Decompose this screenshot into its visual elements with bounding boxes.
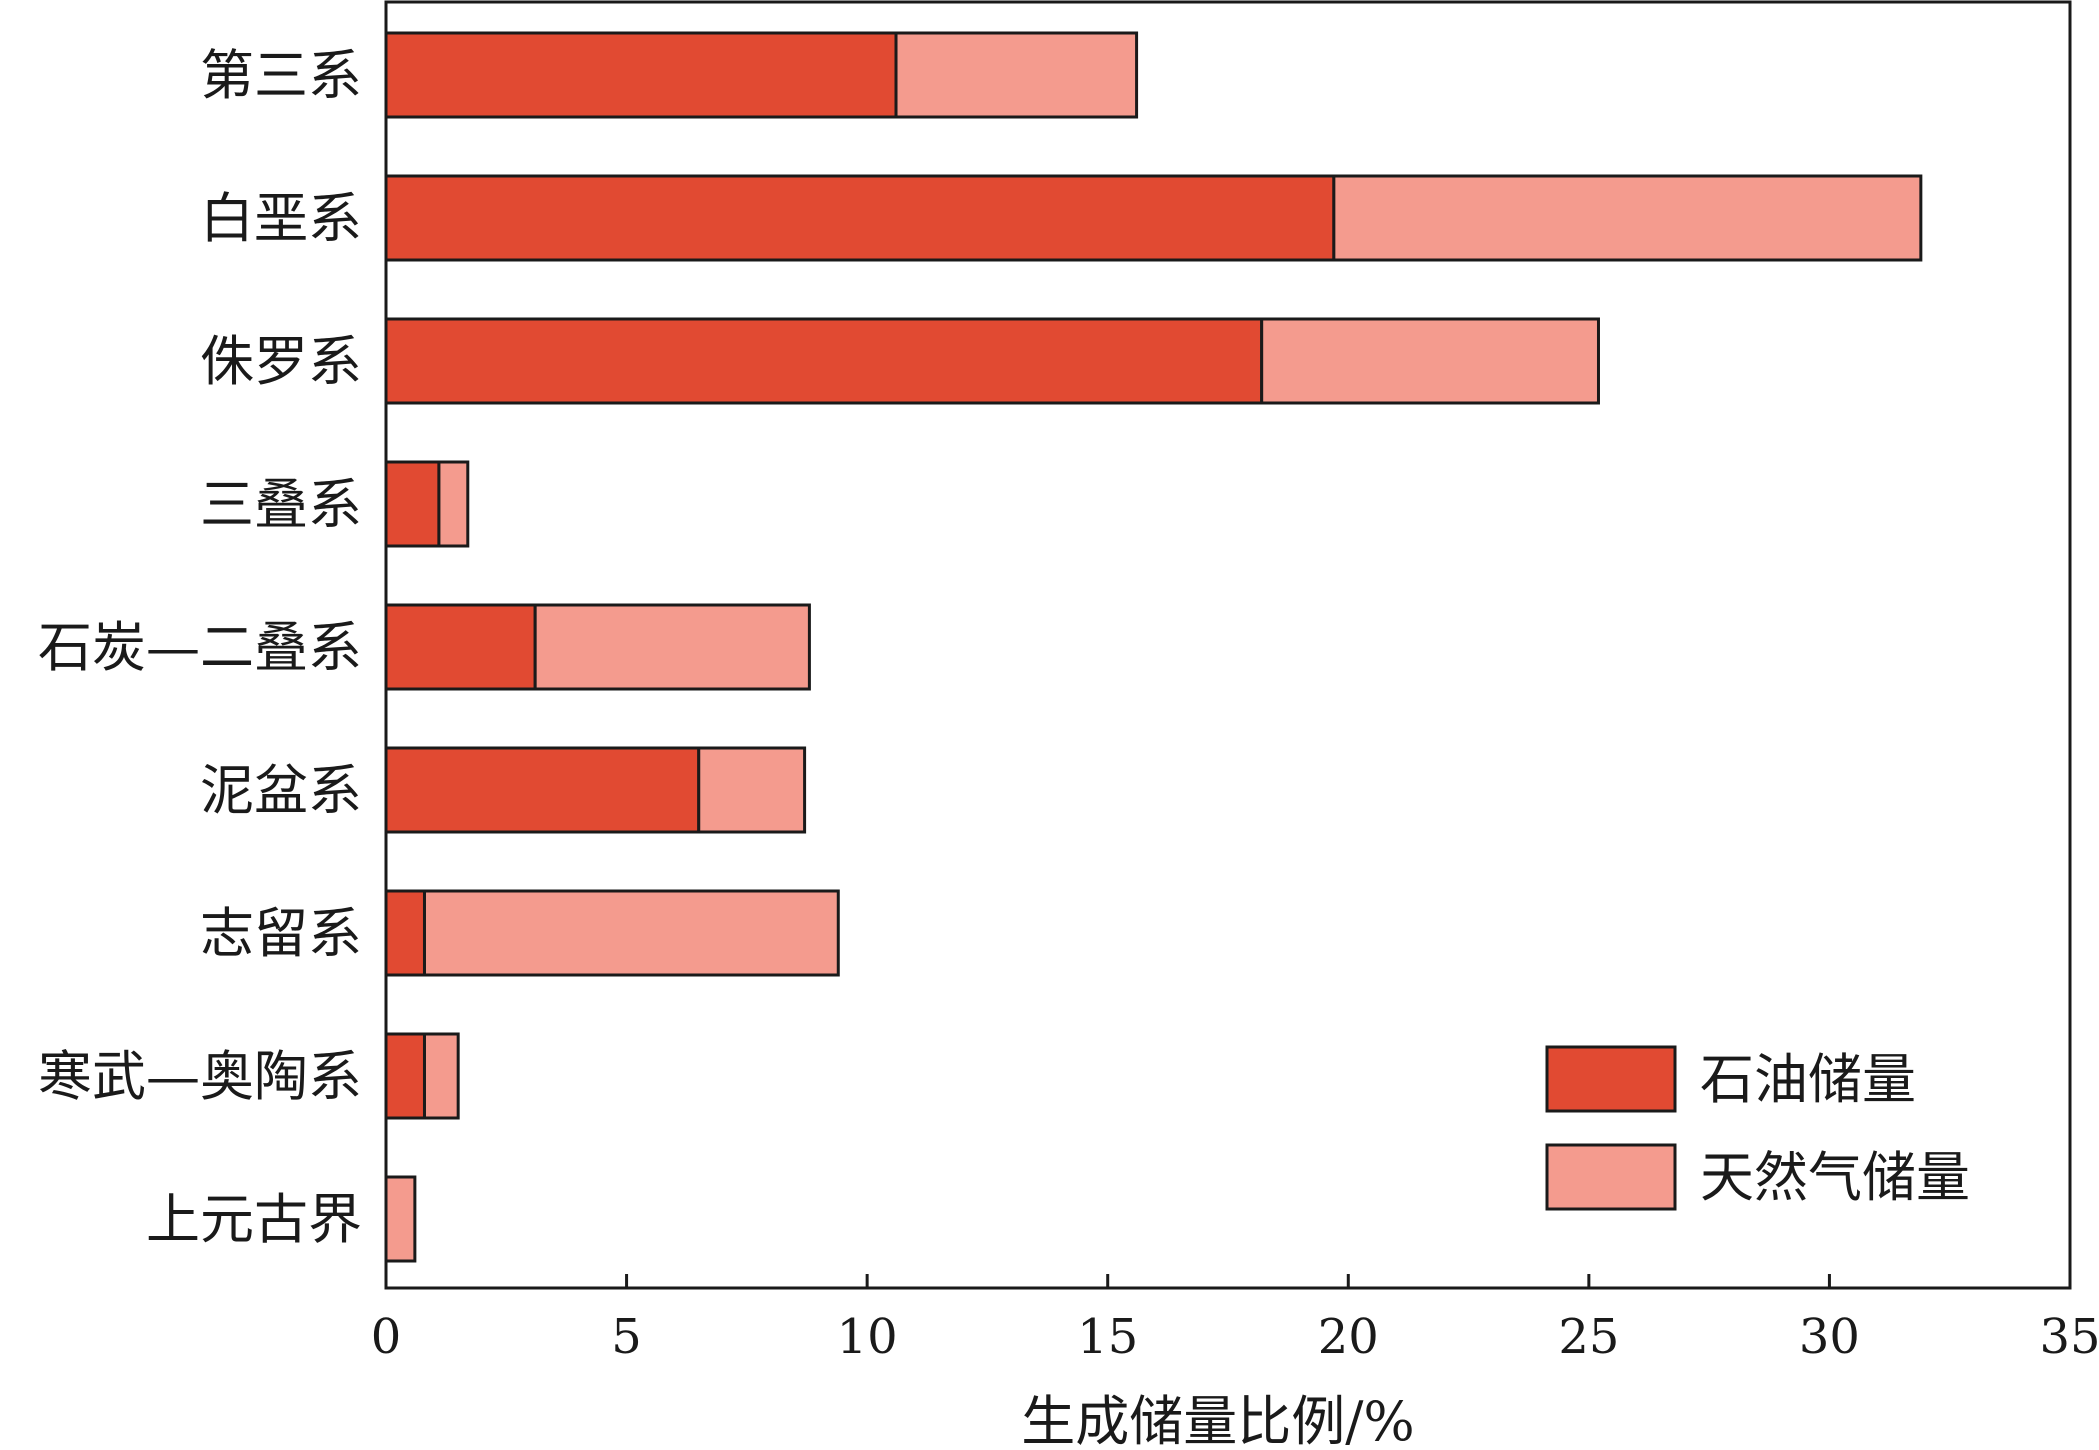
legend-label: 石油储量 [1700,1048,1916,1111]
bar-segment-oil [384,603,537,691]
x-tick-label: 0 [371,1309,402,1365]
legend-label: 天然气储量 [1700,1146,1970,1209]
legend-swatch [1545,1045,1677,1113]
bar-segment-gas [697,746,807,834]
y-tick-label: 泥盆系 [200,759,362,822]
bar-segment-gas [422,1032,460,1120]
y-tick-label: 侏罗系 [200,330,362,393]
bar-segment-gas [422,889,840,977]
bar-segment-gas [1260,317,1600,405]
x-tick-label: 30 [1799,1309,1860,1365]
x-tick-label: 15 [1077,1309,1138,1365]
legend-swatch [1545,1143,1677,1211]
plot-frame [384,0,2072,1290]
bar-segment-oil [384,746,701,834]
x-tick-label: 35 [2039,1309,2099,1365]
x-tick-label: 20 [1318,1309,1379,1365]
bar-segment-oil [384,317,1264,405]
x-tick-label: 25 [1558,1309,1619,1365]
bar-segment-gas [533,603,811,691]
bar-segment-gas [384,1175,417,1263]
y-tick-label: 第三系 [200,44,362,107]
y-tick-label: 上元古界 [146,1188,362,1251]
bar-segment-oil [384,174,1336,262]
x-axis-label: 生成储量比例/% [1021,1390,1415,1450]
y-tick-label: 白垩系 [200,187,362,250]
bar-segment-gas [1332,174,1923,262]
x-tick-label: 5 [611,1309,642,1365]
bar-segment-gas [437,460,470,548]
y-tick-label: 寒武—奥陶系 [38,1045,362,1108]
bar-segment-oil [384,31,898,119]
y-tick-label: 石炭—二叠系 [38,616,362,679]
bar-segment-oil [384,460,441,548]
bar-segment-oil [384,1032,426,1120]
y-tick-label: 志留系 [200,902,362,965]
x-tick-label: 10 [837,1309,898,1365]
bar-segment-gas [894,31,1139,119]
y-tick-label: 三叠系 [200,473,362,536]
bar-segment-oil [384,889,426,977]
